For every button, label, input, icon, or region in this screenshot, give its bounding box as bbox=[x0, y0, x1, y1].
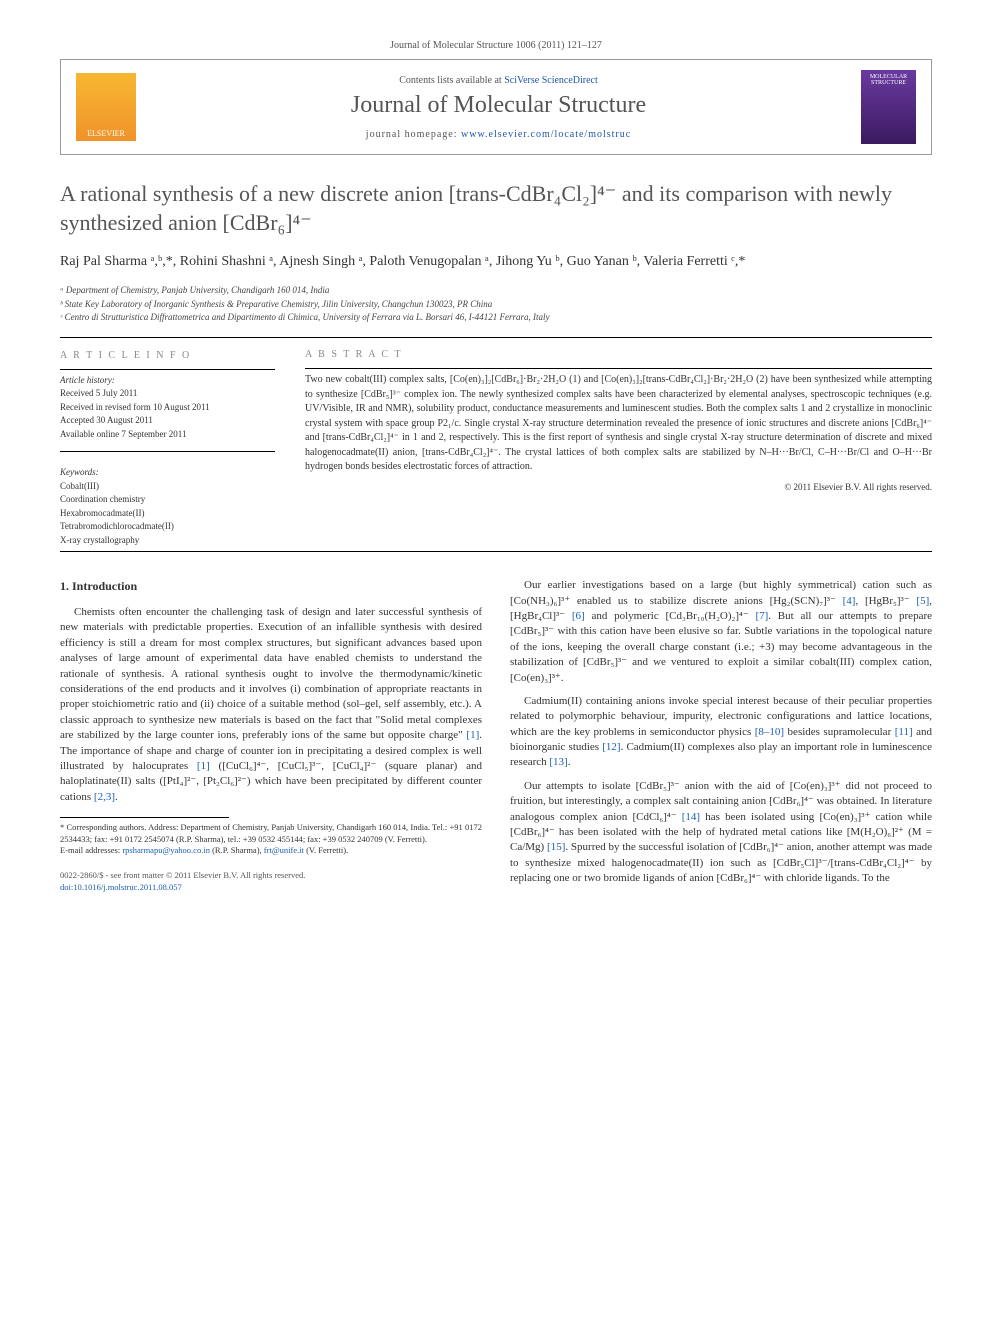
citation-link[interactable]: [7] bbox=[755, 610, 768, 622]
intro-p3: Cadmium(II) containing anions invoke spe… bbox=[510, 694, 932, 771]
footnote-rule bbox=[60, 817, 229, 818]
intro-p1: Chemists often encounter the challenging… bbox=[60, 605, 482, 805]
homepage-link[interactable]: www.elsevier.com/locate/molstruc bbox=[461, 129, 631, 140]
corresponding-note: * Corresponding authors. Address: Depart… bbox=[60, 822, 482, 845]
intro-p4: Our attempts to isolate [CdBr₅]³⁻ anion … bbox=[510, 779, 932, 887]
rule bbox=[60, 337, 932, 338]
affiliation-a: ᵃ Department of Chemistry, Panjab Univer… bbox=[60, 284, 932, 298]
citation-link[interactable]: [12] bbox=[602, 741, 620, 753]
issn-line: 0022-2860/$ - see front matter © 2011 El… bbox=[60, 870, 482, 882]
journal-reference: Journal of Molecular Structure 1006 (201… bbox=[60, 40, 932, 51]
citation-link[interactable]: [1] bbox=[197, 760, 210, 772]
article-info: A R T I C L E I N F O Article history: R… bbox=[60, 348, 275, 548]
history-online: Available online 7 September 2011 bbox=[60, 428, 275, 442]
abstract-head: A B S T R A C T bbox=[305, 348, 932, 363]
journal-header: ELSEVIER Contents lists available at Sci… bbox=[60, 59, 932, 155]
citation-link[interactable]: [11] bbox=[895, 726, 913, 738]
article-title: A rational synthesis of a new discrete a… bbox=[60, 180, 932, 237]
author-list: Raj Pal Sharma ᵃ,ᵇ,*, Rohini Shashni ᵃ, … bbox=[60, 251, 932, 272]
abstract-copyright: © 2011 Elsevier B.V. All rights reserved… bbox=[305, 481, 932, 494]
intro-p2: Our earlier investigations based on a la… bbox=[510, 578, 932, 686]
abstract-block: A B S T R A C T Two new cobalt(III) comp… bbox=[305, 348, 932, 548]
citation-link[interactable]: [8–10] bbox=[755, 726, 784, 738]
contents-pre: Contents lists available at bbox=[399, 75, 504, 86]
email-note: E-mail addresses: rpsharmapu@yahoo.co.in… bbox=[60, 845, 482, 856]
keyword: Tetrabromodichlorocadmate(II) bbox=[60, 520, 275, 534]
email-link[interactable]: rpsharmapu@yahoo.co.in bbox=[122, 845, 210, 855]
doi-link[interactable]: doi:10.1016/j.molstruc.2011.08.057 bbox=[60, 882, 482, 894]
article-info-head: A R T I C L E I N F O bbox=[60, 348, 275, 363]
keyword: X-ray crystallography bbox=[60, 534, 275, 548]
citation-link[interactable]: [13] bbox=[549, 756, 567, 768]
front-matter-note: 0022-2860/$ - see front matter © 2011 El… bbox=[60, 870, 482, 894]
history-revised: Received in revised form 10 August 2011 bbox=[60, 401, 275, 415]
citation-link[interactable]: [15] bbox=[547, 841, 565, 853]
citation-link[interactable]: [6] bbox=[572, 610, 585, 622]
homepage-pre: journal homepage: bbox=[366, 129, 461, 140]
contents-lists: Contents lists available at SciVerse Sci… bbox=[151, 75, 846, 86]
affiliation-b: ᵇ State Key Laboratory of Inorganic Synt… bbox=[60, 298, 932, 312]
email-link[interactable]: frt@unife.it bbox=[264, 845, 304, 855]
elsevier-logo: ELSEVIER bbox=[76, 73, 136, 141]
rule bbox=[60, 551, 932, 552]
keyword: Hexabromocadmate(II) bbox=[60, 507, 275, 521]
section-heading-intro: 1. Introduction bbox=[60, 578, 482, 595]
keywords-head: Keywords: bbox=[60, 466, 275, 480]
history-head: Article history: bbox=[60, 374, 275, 388]
citation-link[interactable]: [14] bbox=[682, 811, 700, 823]
keyword: Cobalt(III) bbox=[60, 480, 275, 494]
affiliation-c: ᶜ Centro di Strutturistica Diffrattometr… bbox=[60, 311, 932, 325]
citation-link[interactable]: [4] bbox=[843, 595, 856, 607]
keyword: Coordination chemistry bbox=[60, 493, 275, 507]
journal-cover-icon: MOLECULAR STRUCTURE bbox=[861, 70, 916, 144]
sciencedirect-link[interactable]: SciVerse ScienceDirect bbox=[504, 75, 598, 86]
body-text: 1. Introduction Chemists often encounter… bbox=[60, 578, 932, 894]
footnotes: * Corresponding authors. Address: Depart… bbox=[60, 822, 482, 856]
journal-homepage: journal homepage: www.elsevier.com/locat… bbox=[151, 129, 846, 140]
citation-link[interactable]: [2,3] bbox=[94, 791, 115, 803]
citation-link[interactable]: [1] bbox=[466, 729, 479, 741]
abstract-text: Two new cobalt(III) complex salts, [Co(e… bbox=[305, 373, 932, 475]
citation-link[interactable]: [5] bbox=[916, 595, 929, 607]
history-received: Received 5 July 2011 bbox=[60, 387, 275, 401]
journal-name: Journal of Molecular Structure bbox=[151, 92, 846, 119]
history-accepted: Accepted 30 August 2011 bbox=[60, 414, 275, 428]
affiliations: ᵃ Department of Chemistry, Panjab Univer… bbox=[60, 284, 932, 325]
